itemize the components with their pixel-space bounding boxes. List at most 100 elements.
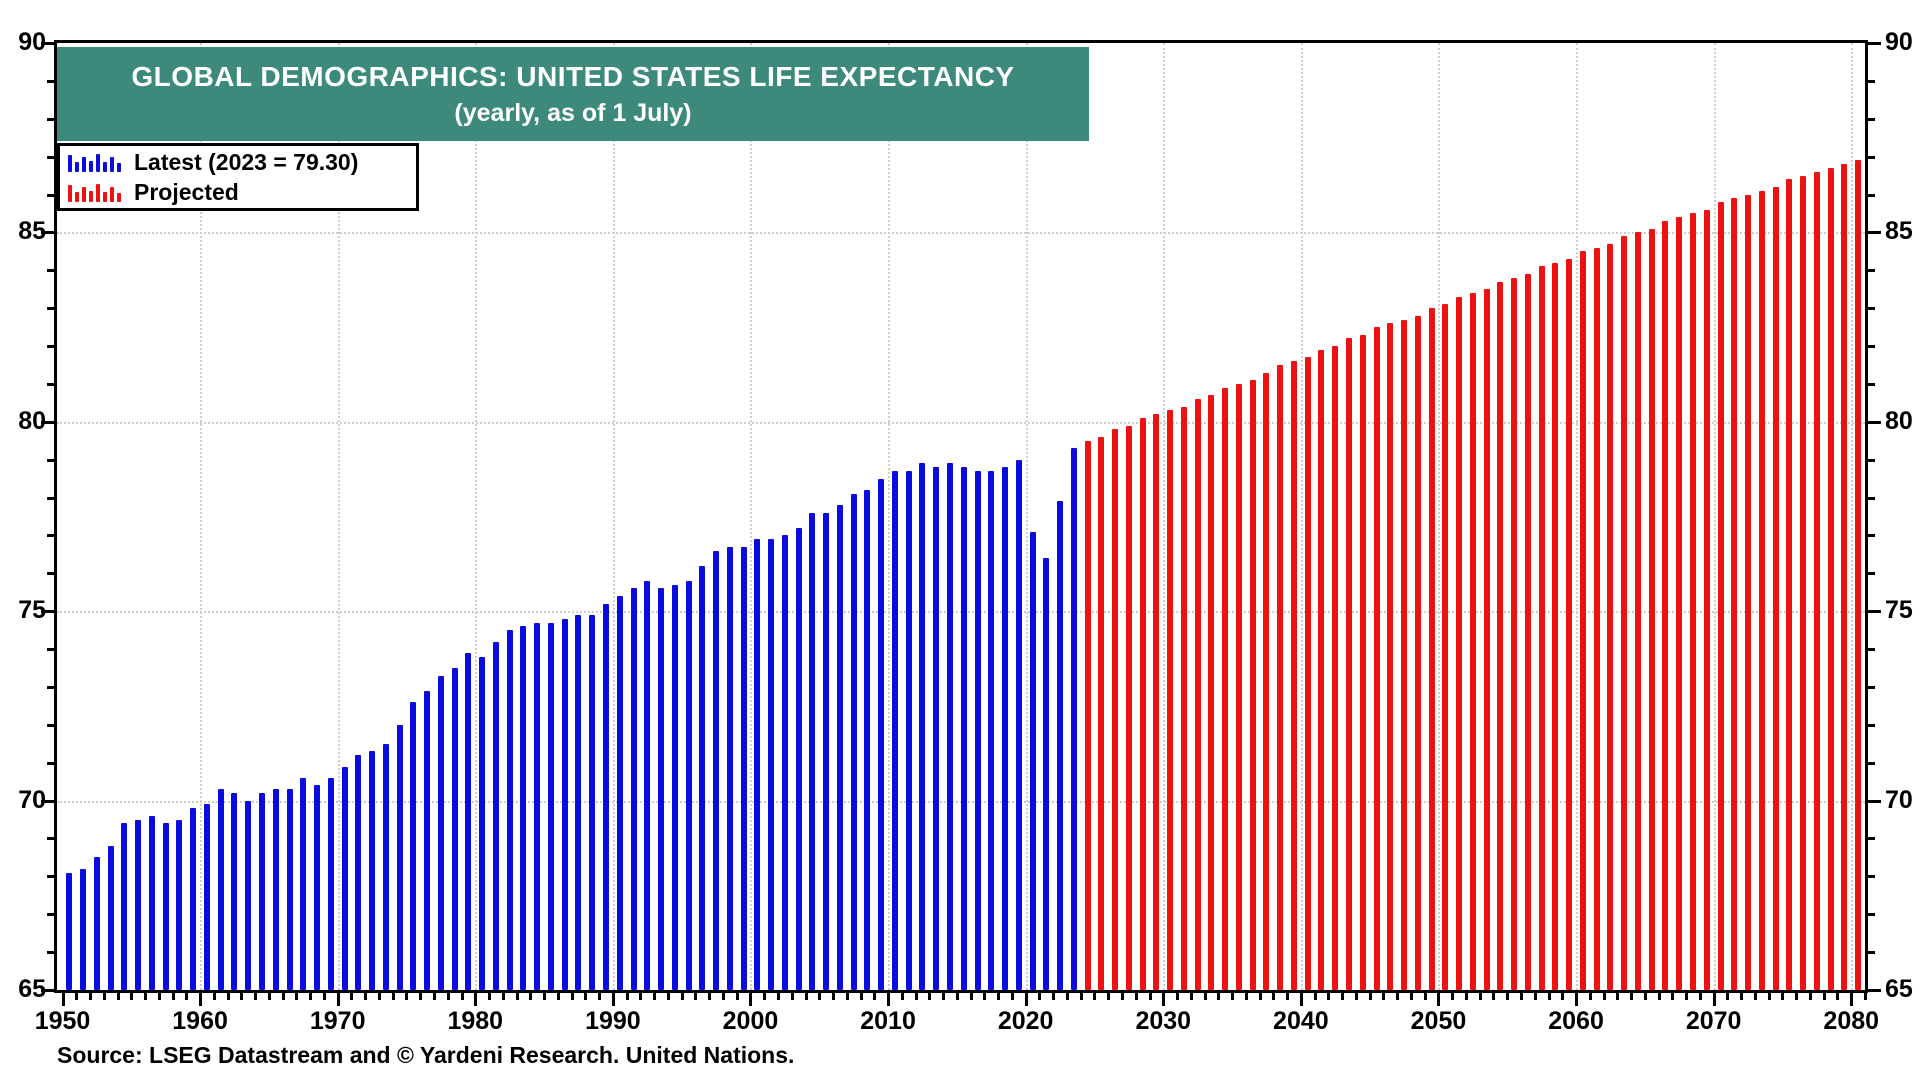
x-tick-2068 xyxy=(1685,993,1689,1000)
bar-2050 xyxy=(1442,304,1449,990)
bar-2047 xyxy=(1401,319,1408,990)
bar-2042 xyxy=(1332,346,1339,990)
bar-2022 xyxy=(1057,501,1064,990)
v-gridline-1970 xyxy=(337,43,340,990)
y-axis-label-left-70: 70 xyxy=(18,785,46,814)
bar-2009 xyxy=(878,478,885,990)
x-tick-1977 xyxy=(433,993,436,1000)
legend: Latest (2023 = 79.30) Projected xyxy=(57,143,419,211)
bar-2019 xyxy=(1015,459,1022,990)
bar-2044 xyxy=(1359,334,1366,990)
x-tick-2023 xyxy=(1065,993,1069,1000)
x-tick-1993 xyxy=(653,993,657,1000)
x-axis-label-2020: 2020 xyxy=(997,1007,1054,1035)
x-tick-1975 xyxy=(405,993,409,1000)
x-axis-label-1950: 1950 xyxy=(34,1007,91,1035)
x-tick-2019 xyxy=(1010,993,1014,1000)
bar-2060 xyxy=(1579,251,1586,990)
y-tick-right-86 xyxy=(1868,193,1875,197)
bar-2055 xyxy=(1511,277,1518,990)
v-gridline-2000 xyxy=(750,43,753,990)
bar-2077 xyxy=(1813,171,1820,990)
bar-1962 xyxy=(231,793,238,990)
x-tick-2022 xyxy=(1052,993,1056,1000)
bar-1999 xyxy=(740,546,747,990)
x-tick-2031 xyxy=(1176,993,1180,1000)
bar-2068 xyxy=(1690,213,1696,990)
y-tick-right-78 xyxy=(1868,496,1875,500)
y-tick-right-79 xyxy=(1868,458,1875,462)
x-tick-1995 xyxy=(680,993,684,1000)
bar-1954 xyxy=(121,823,128,990)
y-axis-label-left-90: 90 xyxy=(18,28,46,56)
plot-frame xyxy=(54,40,1868,993)
x-tick-2045 xyxy=(1368,993,1372,1000)
bar-1976 xyxy=(424,690,431,990)
y-tick-left-83 xyxy=(47,307,54,311)
bar-1958 xyxy=(176,819,183,990)
y-tick-right-73 xyxy=(1868,685,1875,689)
bar-2035 xyxy=(1235,383,1242,990)
y-tick-right-75 xyxy=(1868,610,1881,614)
bar-2054 xyxy=(1497,281,1504,990)
mini-bar xyxy=(110,187,114,202)
bar-2023 xyxy=(1070,448,1077,990)
x-tick-1965 xyxy=(267,993,271,1000)
x-tick-1987 xyxy=(570,993,574,1000)
x-tick-1967 xyxy=(295,993,299,1000)
bar-1971 xyxy=(355,755,362,990)
bar-1967 xyxy=(300,777,307,990)
x-tick-2069 xyxy=(1698,993,1702,1000)
bar-1970 xyxy=(341,766,348,990)
x-tick-2080 xyxy=(1850,993,1854,1006)
y-axis-label-left-85: 85 xyxy=(18,217,46,246)
x-tick-2055 xyxy=(1506,993,1510,1000)
mini-bar xyxy=(82,187,86,202)
bar-1992 xyxy=(644,580,651,990)
bar-2061 xyxy=(1593,247,1600,990)
bar-1990 xyxy=(616,596,623,990)
y-tick-right-82 xyxy=(1868,345,1875,349)
x-tick-2017 xyxy=(983,993,987,1000)
bar-2067 xyxy=(1676,217,1683,990)
mini-bar xyxy=(117,163,121,172)
y-axis-label-left-65: 65 xyxy=(18,975,46,1003)
y-tick-left-70 xyxy=(41,799,54,803)
y-tick-right-67 xyxy=(1868,913,1875,917)
bar-1957 xyxy=(162,823,169,990)
bar-2037 xyxy=(1263,372,1270,990)
y-tick-left-79 xyxy=(47,458,54,462)
x-tick-1990 xyxy=(611,993,615,1006)
x-tick-2049 xyxy=(1423,993,1427,1000)
bar-2066 xyxy=(1662,221,1669,990)
mini-bar xyxy=(82,157,86,172)
y-tick-right-90 xyxy=(1868,42,1881,45)
bar-2005 xyxy=(823,512,830,990)
x-tick-2025 xyxy=(1093,993,1097,1000)
y-tick-right-71 xyxy=(1868,761,1875,765)
x-tick-2070 xyxy=(1712,993,1716,1006)
y-tick-left-76 xyxy=(47,572,54,576)
y-tick-left-65 xyxy=(41,989,54,992)
x-tick-1955 xyxy=(130,993,134,1000)
x-tick-1950 xyxy=(61,993,65,1006)
y-tick-right-69 xyxy=(1868,837,1875,841)
y-tick-right-87 xyxy=(1868,155,1875,159)
y-axis-label-right-70: 70 xyxy=(1885,785,1913,814)
bar-2016 xyxy=(974,471,981,990)
y-tick-left-69 xyxy=(47,837,54,841)
x-tick-2000 xyxy=(749,993,753,1006)
bar-2030 xyxy=(1167,410,1174,990)
bar-1955 xyxy=(135,819,142,990)
bar-1991 xyxy=(630,588,637,990)
x-tick-2039 xyxy=(1286,993,1290,1000)
x-tick-1981 xyxy=(488,993,492,1000)
x-tick-2079 xyxy=(1836,993,1840,1000)
x-tick-2043 xyxy=(1341,993,1345,1000)
x-tick-2035 xyxy=(1231,993,1235,1000)
legend-label-latest: Latest (2023 = 79.30) xyxy=(134,149,359,175)
bar-1980 xyxy=(479,656,486,990)
bar-2058 xyxy=(1552,262,1559,990)
bar-2025 xyxy=(1098,436,1105,990)
